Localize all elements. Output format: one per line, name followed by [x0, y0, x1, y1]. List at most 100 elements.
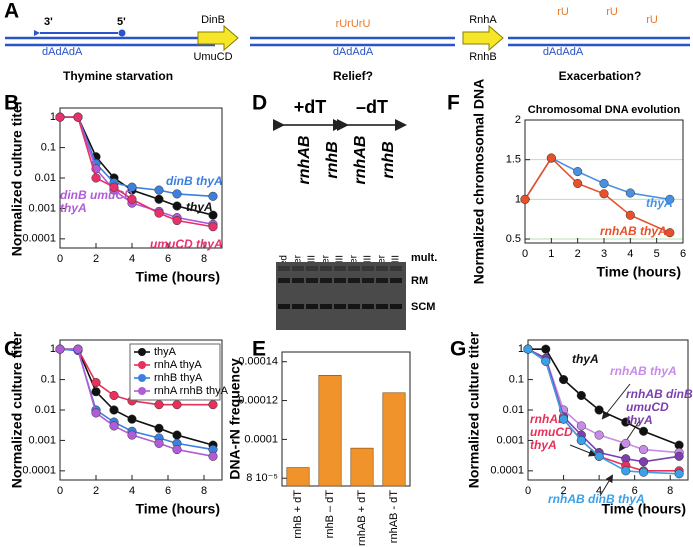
strain-label: rnhAB: [296, 136, 313, 185]
band: [278, 266, 290, 271]
legend-marker: [138, 374, 146, 382]
legend-label: rnhB thyA: [154, 372, 203, 384]
band-label: RM: [411, 275, 428, 287]
data-point: [172, 400, 182, 410]
data-point: [154, 208, 164, 218]
data-point: [573, 178, 583, 189]
band: [334, 304, 346, 309]
series-label-text: dinB umuCD thyA: [60, 189, 133, 215]
band: [376, 304, 388, 309]
data-point: [73, 344, 83, 354]
y-tick-label: 1: [515, 193, 521, 205]
x-tick-label: 5: [654, 248, 660, 260]
pointer-arrow: [599, 474, 614, 497]
y-tick-label: 0.0001: [22, 465, 56, 477]
pointer-arrow: [601, 383, 631, 420]
y-tick-label: 0.001: [496, 434, 524, 446]
data-point: [674, 469, 684, 479]
band-label: SCM: [411, 301, 435, 313]
data-point: [154, 185, 164, 195]
y-tick-label: 1: [50, 343, 56, 355]
band: [320, 304, 332, 309]
series-label: umuCD thyA: [150, 238, 223, 251]
band: [362, 278, 374, 283]
x-tick-label: 0: [522, 248, 528, 260]
legend-marker: [138, 361, 146, 369]
band: [390, 278, 402, 283]
data-point: [621, 438, 631, 448]
band: [348, 278, 360, 283]
band: [334, 278, 346, 283]
panel-letter: C: [4, 338, 19, 361]
caption: Relief?: [333, 69, 373, 83]
data-point: [127, 414, 137, 424]
data-point: [621, 466, 631, 476]
x-tick-label: 3: [601, 248, 607, 260]
x-tick-label: 6: [165, 253, 171, 265]
data-point: [91, 408, 101, 418]
enzyme-label: RnhA: [469, 14, 497, 26]
plot-frame: [59, 107, 223, 249]
ribo-label: rUrUrU: [336, 18, 371, 30]
data-point: [172, 445, 182, 455]
data-point: [91, 387, 101, 397]
chart-title: Chromosomal DNA evolution: [528, 104, 681, 116]
enzyme-label: UmuCD: [193, 51, 232, 63]
series-label-text: rnhAB dinB thyA: [548, 493, 645, 506]
data-point: [208, 222, 218, 232]
data-point: [172, 201, 182, 211]
legend-label: rnhA thyA: [154, 359, 202, 371]
data-point: [208, 210, 218, 220]
data-point: [154, 423, 164, 433]
series-label: rnhAB thyA: [600, 225, 667, 238]
bar: [286, 467, 310, 487]
x-tick-label: 4: [129, 485, 135, 497]
data-point: [154, 438, 164, 448]
y-tick-label: 0.001: [28, 202, 56, 214]
data-point: [599, 189, 609, 199]
data-point: [91, 173, 101, 183]
band: [376, 266, 388, 271]
data-point: [208, 400, 218, 410]
band: [362, 304, 374, 309]
series-label-text: thyA: [646, 197, 673, 210]
series-label-text: rnhAB thyA: [610, 365, 677, 378]
series-label: rnhAB dinB thyA: [548, 493, 645, 506]
data-point: [541, 344, 551, 354]
data-point: [109, 182, 119, 192]
x-axis-label: Time (hours): [135, 501, 220, 517]
x-tick-label: 2: [560, 485, 566, 497]
band: [306, 266, 318, 271]
data-point: [573, 167, 583, 177]
condition-label: +dT: [294, 97, 327, 117]
data-point: [73, 112, 83, 122]
series-label-text: thyA: [572, 353, 599, 366]
data-point: [109, 405, 119, 415]
x-tick-label: 6: [165, 485, 171, 497]
data-point: [665, 228, 675, 238]
data-point: [127, 182, 137, 192]
enzyme-label: DinB: [201, 14, 225, 26]
x-tick-label: 2: [93, 253, 99, 265]
series-line: [524, 156, 671, 234]
data-point: [172, 430, 182, 440]
data-point: [523, 344, 533, 354]
gel-bands: [278, 266, 402, 309]
data-point: [639, 426, 649, 436]
series-label: dinB umuCD thyA: [60, 189, 133, 215]
series-label: rnhAB umuCD thyA: [530, 413, 573, 452]
template-label: dAdAdA: [42, 46, 83, 58]
plot-frame: [59, 339, 223, 481]
panel-letter: D: [252, 92, 267, 115]
y-tick-label: 0.1: [41, 141, 56, 153]
band: [292, 304, 304, 309]
data-point: [208, 191, 218, 201]
data-point: [599, 178, 609, 189]
y-tick-label: 0.01: [35, 172, 56, 184]
y-tick-label: 0.1: [509, 373, 524, 385]
series-label-text: thyA: [186, 201, 213, 214]
series-label-text: rnhAB dinB umuCD thyA: [626, 388, 693, 427]
x-tick-label: 8: [201, 485, 207, 497]
data-point: [576, 390, 586, 401]
x-tick-label: 6: [680, 248, 686, 260]
